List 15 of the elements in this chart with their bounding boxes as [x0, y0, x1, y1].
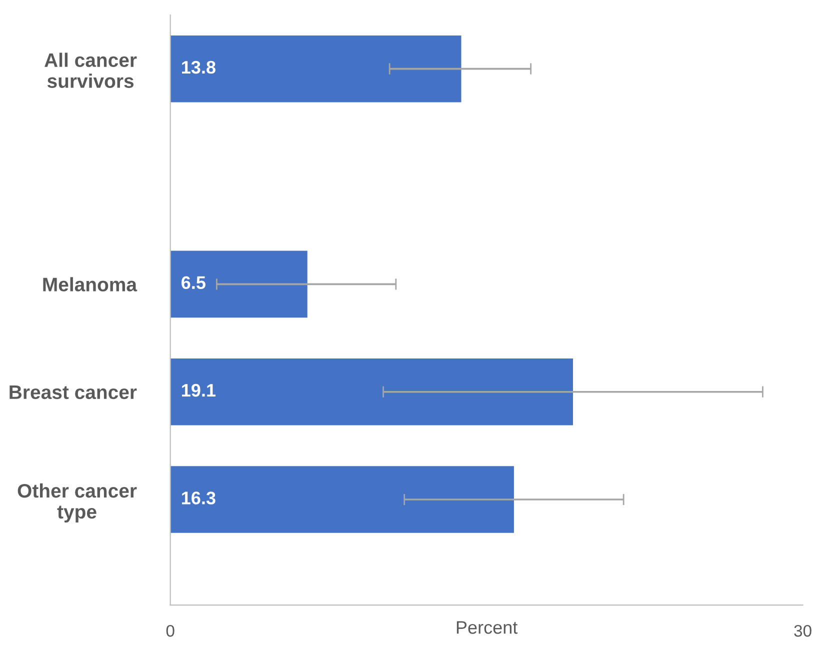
y-tick-label: Other cancer type	[18, 483, 137, 522]
bar	[170, 250, 308, 318]
data-label: 16.3	[182, 492, 216, 504]
y-tick-label: All cancer survivors	[44, 52, 137, 88]
data-label: 19.1	[182, 384, 216, 397]
x-tick-label: 30	[794, 624, 812, 637]
x-tick-label: 0	[166, 624, 174, 637]
data-label: 13.8	[182, 60, 216, 74]
x-axis-title: Percent	[456, 621, 518, 634]
bar	[170, 35, 462, 102]
bar	[170, 466, 514, 533]
y-tick-label: Breast cancer	[10, 386, 137, 400]
bar	[170, 358, 573, 426]
data-label: 6.5	[182, 276, 206, 290]
y-tick-label: Melanoma	[43, 277, 138, 292]
